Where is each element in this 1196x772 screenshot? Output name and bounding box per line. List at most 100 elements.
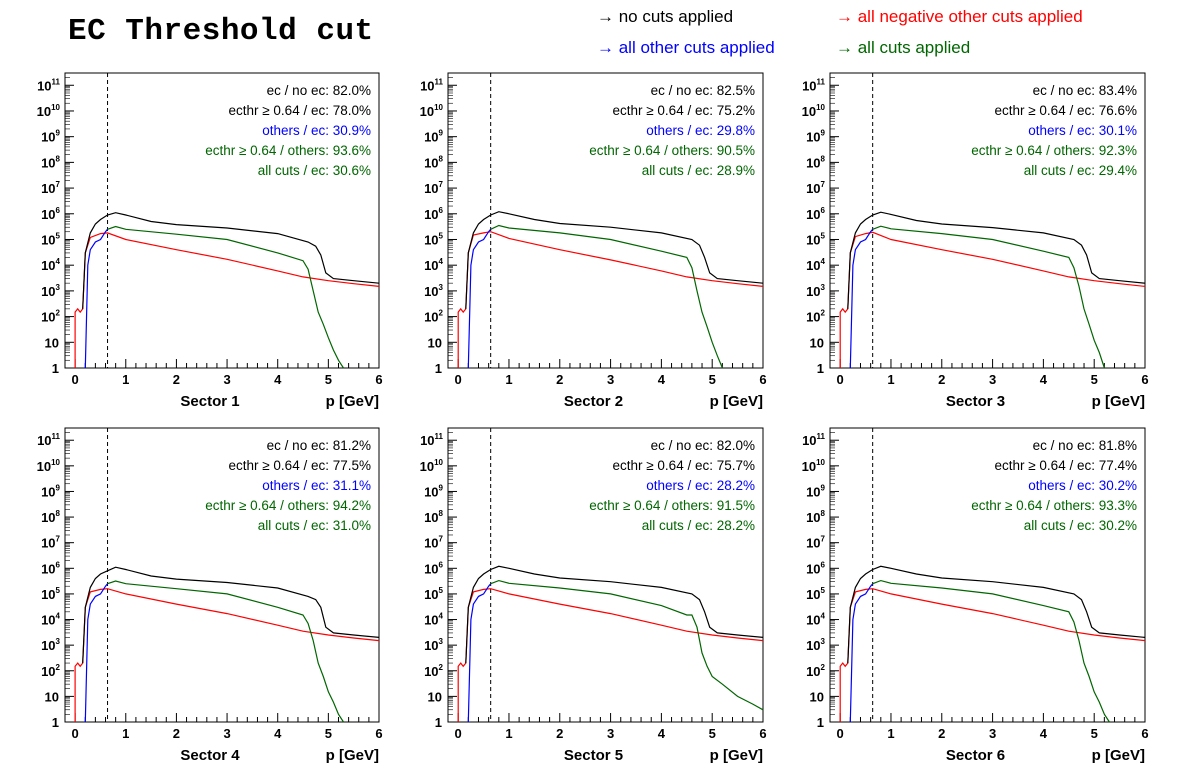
- x-tick-label: 6: [759, 372, 766, 387]
- y-tick-label: 108: [41, 509, 60, 525]
- stat-line: ec / no ec: 81.2%: [267, 438, 371, 453]
- series-line-all-cuts: [872, 225, 1105, 369]
- stat-line: ecthr ≥ 0.64 / ec: 75.2%: [613, 103, 756, 118]
- plot-frame: [64, 72, 380, 369]
- x-tick-label: 0: [455, 726, 462, 741]
- series-line-no-cuts: [82, 212, 380, 309]
- stat-line: ec / no ec: 83.4%: [1033, 83, 1137, 98]
- x-tick-label: 5: [1091, 372, 1098, 387]
- y-tick-label: 102: [424, 309, 443, 325]
- y-tick-label: 105: [41, 586, 60, 602]
- y-tick-label: 1010: [802, 103, 826, 119]
- plot-frame: [829, 72, 1146, 369]
- y-tick-label: 10: [810, 335, 824, 350]
- x-tick-label: 3: [607, 726, 614, 741]
- series-line-other-cuts: [467, 228, 492, 369]
- x-tick-label: 1: [505, 726, 512, 741]
- sector-panel-3: 0 1 2 3 4 5 6110102103104105106107108109101010…: [802, 72, 1149, 410]
- series-line-negative-other: [457, 231, 764, 368]
- x-tick-label: 0: [72, 372, 79, 387]
- sector-label: Sector 5: [564, 747, 623, 764]
- series-line-other-cuts: [84, 228, 108, 369]
- stat-line: ecthr ≥ 0.64 / others: 90.5%: [589, 143, 755, 158]
- stat-line: ec / no ec: 82.0%: [651, 438, 755, 453]
- series-line-no-cuts: [847, 565, 1146, 664]
- stat-line: ecthr ≥ 0.64 / ec: 77.5%: [229, 458, 372, 473]
- y-tick-label: 1011: [802, 77, 825, 93]
- y-tick-label: 105: [806, 586, 825, 602]
- x-tick-label: 6: [375, 726, 382, 741]
- plot-frame: [447, 72, 764, 369]
- sector-panel-5: 0 1 2 3 4 5 6110102103104105106107108109101010…: [420, 427, 767, 764]
- y-tick-label: 107: [424, 535, 443, 551]
- x-axis-title: p [GeV]: [326, 393, 379, 410]
- y-tick-label: 103: [424, 637, 443, 653]
- y-tick-label: 109: [806, 483, 825, 499]
- series-line-no-cuts: [847, 211, 1146, 309]
- stat-line: others / ec: 30.2%: [1028, 478, 1137, 493]
- sector-panel-4: 0 1 2 3 4 5 6110102103104105106107108109101010…: [37, 427, 383, 764]
- series-line-other-cuts: [467, 583, 492, 723]
- y-tick-label: 10: [428, 335, 442, 350]
- series-line-negative-other: [457, 588, 764, 722]
- y-tick-label: 1010: [37, 103, 61, 119]
- legend-entry-other-cuts: → all other cuts applied: [597, 38, 775, 57]
- y-tick-label: 103: [806, 283, 825, 299]
- y-tick-label: 108: [806, 509, 825, 525]
- stat-line: ec / no ec: 81.8%: [1033, 438, 1137, 453]
- stat-line: others / ec: 31.1%: [262, 478, 371, 493]
- sector-label: Sector 6: [946, 747, 1005, 764]
- y-tick-label: 104: [806, 257, 825, 273]
- x-tick-label: 2: [173, 726, 180, 741]
- x-tick-label: 6: [1141, 726, 1148, 741]
- y-tick-label: 107: [806, 180, 825, 196]
- y-tick-label: 104: [424, 257, 443, 273]
- x-tick-label: 3: [223, 372, 230, 387]
- stat-line: others / ec: 30.1%: [1028, 123, 1137, 138]
- sector-label: Sector 4: [180, 747, 240, 764]
- plot-frame: [829, 427, 1146, 723]
- series-line-no-cuts: [82, 566, 380, 664]
- y-tick-label: 106: [806, 206, 825, 222]
- x-tick-label: 3: [989, 372, 996, 387]
- sector-label: Sector 1: [180, 393, 239, 410]
- series-line-all-cuts: [490, 224, 723, 369]
- x-axis-title: p [GeV]: [1092, 393, 1145, 410]
- y-tick-label: 10: [428, 689, 442, 704]
- x-tick-label: 4: [1040, 726, 1048, 741]
- y-tick-label: 1010: [420, 103, 444, 119]
- stat-line: all cuts / ec: 29.4%: [1024, 163, 1137, 178]
- x-tick-label: 3: [989, 726, 996, 741]
- x-tick-label: 6: [759, 726, 766, 741]
- x-axis-title: p [GeV]: [710, 747, 763, 764]
- legend-entry-all-cuts: → all cuts applied: [836, 38, 971, 57]
- y-tick-label: 108: [41, 154, 60, 170]
- legend-entry-no-cuts: → no cuts applied: [597, 7, 734, 26]
- y-tick-label: 10: [810, 689, 824, 704]
- x-tick-label: 3: [223, 726, 230, 741]
- legend-entry-negative-other-cuts: → all negative other cuts applied: [836, 7, 1083, 26]
- stat-line: all cuts / ec: 28.2%: [642, 518, 755, 533]
- y-tick-label: 106: [806, 560, 825, 576]
- sector-label: Sector 2: [564, 393, 623, 410]
- x-tick-label: 5: [325, 372, 332, 387]
- stat-line: ecthr ≥ 0.64 / others: 91.5%: [589, 498, 755, 513]
- y-tick-label: 102: [806, 309, 825, 325]
- y-tick-label: 103: [806, 637, 825, 653]
- y-tick-label: 109: [41, 129, 60, 145]
- series-line-negative-other: [839, 231, 1146, 368]
- stat-line: ecthr ≥ 0.64 / others: 94.2%: [205, 498, 371, 513]
- series-line-no-cuts: [465, 565, 764, 664]
- x-tick-label: 4: [274, 372, 282, 387]
- x-tick-label: 2: [938, 372, 945, 387]
- y-tick-label: 1011: [37, 432, 60, 448]
- y-tick-label: 1010: [802, 458, 826, 474]
- y-tick-label: 105: [806, 231, 825, 247]
- x-tick-label: 5: [1091, 726, 1098, 741]
- y-tick-label: 108: [424, 509, 443, 525]
- x-tick-label: 1: [122, 726, 129, 741]
- stat-line: others / ec: 29.8%: [646, 123, 755, 138]
- y-tick-label: 106: [424, 560, 443, 576]
- x-tick-label: 2: [556, 726, 563, 741]
